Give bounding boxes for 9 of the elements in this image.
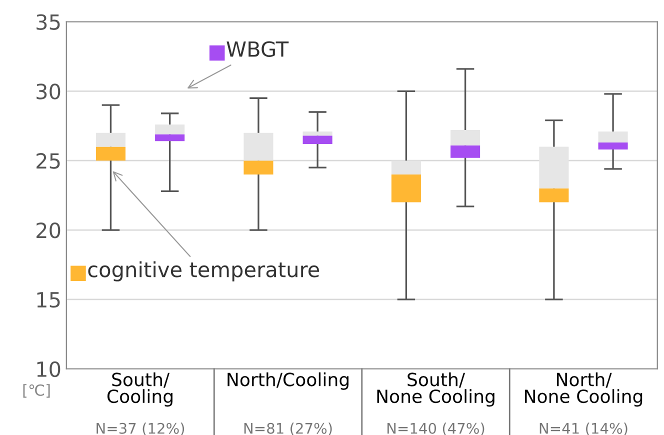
y-axis-title: [℃] (23, 384, 50, 398)
y-tick-label: 20 (36, 222, 60, 238)
y-tick-label: 30 (36, 84, 60, 100)
y-tick-label: 35 (36, 14, 60, 30)
y-tick-label: 15 (37, 292, 60, 308)
legend-label: cognitive temperature (88, 261, 320, 282)
y-tick-label: 10 (37, 361, 60, 378)
y-tick-label: 25 (36, 153, 60, 169)
legend-label: WBGT (226, 41, 289, 57)
